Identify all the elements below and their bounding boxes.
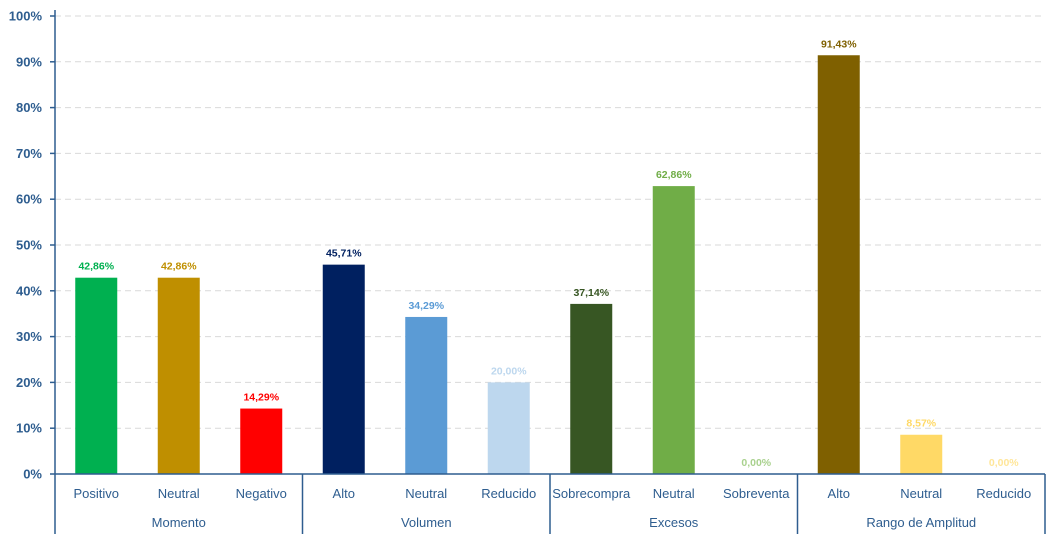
y-tick-label: 90% [16,54,42,69]
y-tick-label: 0% [23,467,42,482]
category-label: Sobreventa [723,486,790,501]
category-label: Negativo [236,486,287,501]
category-label: Neutral [653,486,695,501]
bar [240,408,283,474]
bar [487,382,530,474]
group-label: Volumen [401,515,452,530]
data-label: 14,29% [243,392,279,404]
group-label: Excesos [649,515,699,530]
y-tick-label: 30% [16,329,42,344]
category-label: Positivo [73,486,119,501]
category-label: Alto [333,486,355,501]
grid-layer [55,15,1045,429]
data-label: 0,00% [989,457,1019,469]
data-label: 91,43% [821,38,857,50]
y-tick-label: 60% [16,192,42,207]
y-tick-label: 40% [16,283,42,298]
bar [75,277,118,474]
category-label: Reducido [976,486,1031,501]
bar [157,277,200,474]
y-tick-label: 100% [9,9,43,24]
label-layer: 0% 10% 20% 30% 40% 50% 60% 70% 80% 90% 100% 42,86% P… [9,9,1031,531]
data-label: 37,14% [573,287,609,299]
data-label: 42,86% [161,261,197,273]
data-label: 34,29% [408,300,444,312]
y-tick-label: 70% [16,146,42,161]
y-tick-label: 20% [16,375,42,390]
y-tick-label: 10% [16,421,42,436]
category-label: Neutral [900,486,942,501]
bar [652,186,695,474]
data-label: 8,57% [906,418,936,430]
bar [405,316,448,474]
bar [322,264,365,474]
y-tick-label: 80% [16,100,42,115]
category-label: Reducido [481,486,536,501]
y-tick-label: 50% [16,238,42,253]
category-label: Neutral [405,486,447,501]
bar-layer [75,55,943,474]
group-label: Rango de Amplitud [866,515,976,530]
data-label: 45,71% [326,248,362,260]
data-label: 62,86% [656,169,692,181]
category-label: Neutral [158,486,200,501]
category-label: Alto [828,486,850,501]
category-label: Sobrecompra [552,486,631,501]
bar [570,303,613,474]
data-label: 42,86% [78,261,114,273]
axis-layer [50,10,1046,534]
data-label: 20,00% [491,365,527,377]
data-label: 0,00% [741,457,771,469]
bar [817,55,860,474]
bar [900,434,943,474]
group-label: Momento [152,515,206,530]
